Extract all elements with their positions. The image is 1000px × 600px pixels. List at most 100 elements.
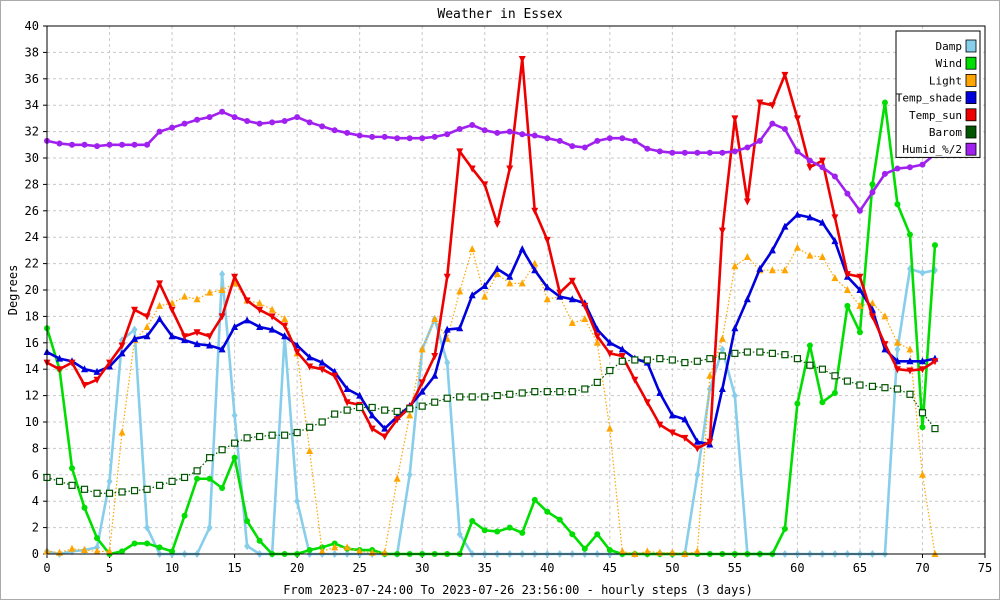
data-point-barom xyxy=(893,385,902,393)
data-point-light xyxy=(256,299,264,307)
data-point-barom xyxy=(743,348,751,356)
data-point-barom xyxy=(831,372,839,380)
data-point-temp-shade xyxy=(381,424,389,432)
data-point-barom xyxy=(68,481,76,489)
data-point-temp-shade xyxy=(781,222,789,230)
data-point-temp-shade xyxy=(256,322,264,330)
data-point-temp-sun xyxy=(581,302,589,310)
data-point-temp-shade xyxy=(856,286,864,293)
data-point-temp-sun xyxy=(568,277,576,285)
data-point-temp-sun xyxy=(418,379,426,387)
data-point-humid-2 xyxy=(756,137,763,144)
data-point-temp-shade xyxy=(618,345,626,353)
data-point-light xyxy=(493,270,501,278)
data-point-humid-2 xyxy=(494,129,501,136)
data-point-light xyxy=(156,301,164,309)
data-point-wind xyxy=(544,508,551,515)
data-point-temp-sun xyxy=(431,353,439,360)
data-point-temp-sun xyxy=(768,102,776,110)
data-point-light xyxy=(606,424,614,432)
y-tick-label: 30 xyxy=(25,151,39,165)
x-tick-label: 55 xyxy=(728,561,742,575)
data-point-humid-2 xyxy=(431,133,438,140)
data-point-temp-sun xyxy=(143,313,151,321)
data-point-barom xyxy=(493,392,501,400)
data-point-temp-shade xyxy=(493,264,501,272)
data-point-barom xyxy=(318,418,326,426)
data-point-barom xyxy=(718,352,726,360)
data-point-humid-2 xyxy=(519,131,526,138)
data-point-barom xyxy=(518,389,526,397)
data-point-humid-2 xyxy=(194,116,201,123)
data-point-humid-2 xyxy=(731,148,738,155)
data-point-humid-2 xyxy=(644,145,651,152)
data-point-temp-sun xyxy=(68,359,76,367)
data-point-temp-shade xyxy=(268,325,276,333)
data-point-temp-sun xyxy=(131,306,139,314)
data-point-barom xyxy=(781,351,789,359)
data-point-humid-2 xyxy=(456,125,463,132)
y-tick-label: 2 xyxy=(32,521,39,535)
data-point-temp-shade xyxy=(668,411,676,419)
data-point-temp-sun xyxy=(806,164,814,172)
data-point-humid-2 xyxy=(144,141,151,148)
data-point-wind xyxy=(881,99,888,106)
data-point-barom xyxy=(243,434,251,442)
data-point-light xyxy=(706,371,714,379)
data-point-light xyxy=(918,470,926,478)
data-point-temp-sun xyxy=(81,382,89,390)
data-point-temp-sun xyxy=(831,214,839,222)
data-point-light xyxy=(881,312,889,320)
data-point-humid-2 xyxy=(894,165,901,172)
data-point-temp-sun xyxy=(468,165,476,173)
data-point-barom xyxy=(918,409,927,417)
data-point-barom xyxy=(656,355,664,363)
data-point-temp-sun xyxy=(443,273,451,281)
data-point-light xyxy=(843,286,851,293)
y-tick-label: 10 xyxy=(25,415,39,429)
y-tick-label: 14 xyxy=(25,362,39,376)
data-point-barom xyxy=(818,365,827,373)
data-point-light xyxy=(343,543,351,551)
data-point-temp-shade xyxy=(768,246,776,254)
data-point-humid-2 xyxy=(281,118,288,125)
data-point-light xyxy=(743,253,751,260)
data-point-barom xyxy=(756,348,764,356)
data-point-barom xyxy=(205,454,214,462)
data-point-light xyxy=(718,334,726,342)
data-point-barom xyxy=(105,489,114,497)
data-point-humid-2 xyxy=(94,143,101,150)
data-point-humid-2 xyxy=(381,133,388,140)
data-point-wind xyxy=(806,342,813,349)
data-point-temp-shade xyxy=(718,385,726,392)
data-point-damp xyxy=(406,470,413,479)
legend-label: Temp_sun xyxy=(909,109,962,122)
y-tick-label: 0 xyxy=(32,547,39,561)
data-point-damp xyxy=(456,530,463,539)
data-point-temp-shade xyxy=(506,272,514,280)
data-point-humid-2 xyxy=(706,149,713,156)
data-point-temp-shade xyxy=(881,345,889,353)
data-point-light xyxy=(93,547,101,555)
data-point-barom xyxy=(143,485,151,493)
data-point-damp xyxy=(106,477,113,486)
data-point-light xyxy=(68,544,76,552)
data-point-light xyxy=(868,299,876,307)
y-tick-label: 38 xyxy=(25,45,39,59)
data-point-temp-shade xyxy=(443,325,451,333)
data-point-temp-shade xyxy=(543,283,551,291)
data-point-temp-shade xyxy=(418,387,426,395)
data-point-humid-2 xyxy=(869,189,876,196)
data-point-humid-2 xyxy=(819,164,826,171)
data-point-temp-sun xyxy=(631,376,639,384)
data-point-humid-2 xyxy=(669,149,676,156)
y-tick-label: 36 xyxy=(25,72,39,86)
data-point-humid-2 xyxy=(256,120,263,127)
legend-label: Damp xyxy=(936,40,963,53)
data-point-temp-sun xyxy=(668,429,676,437)
data-point-temp-shade xyxy=(818,218,826,226)
data-point-temp-shade xyxy=(918,357,926,365)
series-line-light xyxy=(46,247,936,555)
data-point-temp-sun xyxy=(381,433,389,441)
